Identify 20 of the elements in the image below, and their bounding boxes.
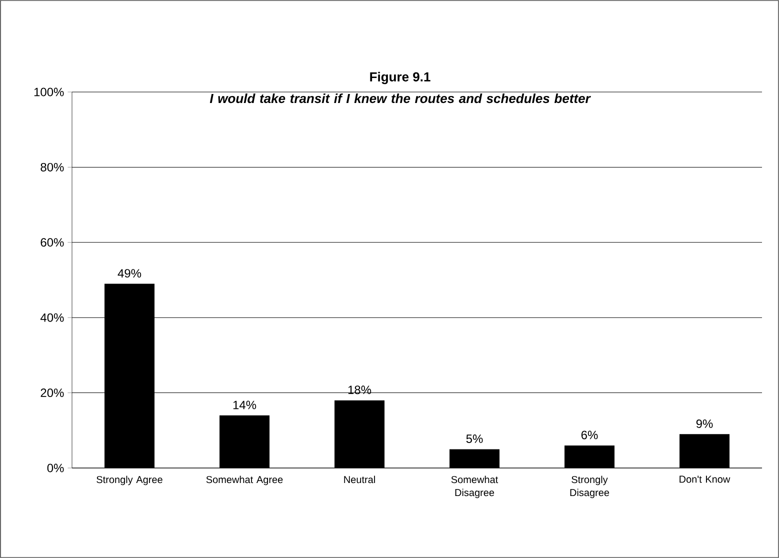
x-tick-label: Strongly Agree [96,476,162,486]
data-label: 14% [233,400,256,410]
x-tick-label: Somewhat Agree [206,476,283,486]
data-label: 9% [696,419,713,428]
x-tick-label: Somewhat Disagree [451,476,498,498]
y-tick-label: 0% [47,464,64,472]
data-label: 6% [581,430,598,440]
y-tick-label: 100% [34,88,64,96]
x-tick-label: Neutral [344,476,375,484]
y-tick-label: 60% [40,238,64,247]
x-tick-label: Don't Know [680,476,730,483]
chart-title: Figure 9.1 [370,72,430,84]
chart-subtitle: I would take transit if I knew the routes and schedules better [210,94,591,104]
x-tick-label: Strongly Disagree [570,476,610,498]
data-label: 18% [348,386,372,394]
y-tick-label: 80% [40,162,64,172]
data-label: 5% [466,434,483,443]
data-label: 49% [118,269,142,278]
y-tick-label: 20% [40,388,64,398]
y-tick-label: 40% [40,313,64,322]
